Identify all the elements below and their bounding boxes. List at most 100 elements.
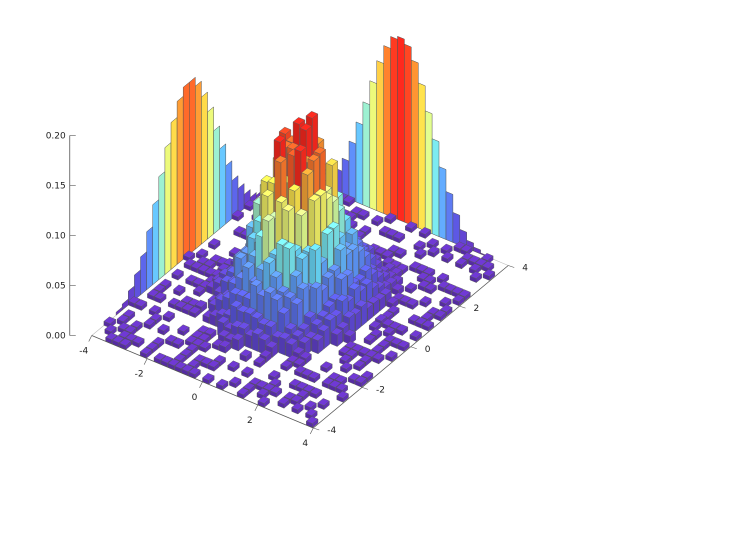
bar-top-face	[302, 384, 316, 393]
bar-top-face	[165, 334, 178, 343]
histogram-bar	[257, 396, 270, 408]
histogram-bars	[103, 111, 496, 429]
bar-top-face	[417, 279, 431, 288]
bar-top-face	[295, 381, 309, 390]
bar-top-face	[250, 311, 264, 320]
bar-top-face	[171, 337, 185, 346]
bar-top-face	[217, 329, 231, 338]
bar-top-face	[278, 126, 292, 135]
bar-top-face	[399, 295, 412, 303]
marginal-x-bar	[170, 116, 178, 271]
histogram-bar	[162, 310, 175, 323]
bar-top-face	[231, 332, 245, 341]
bar-top-face	[143, 317, 156, 326]
histogram-bar	[157, 323, 170, 336]
bar-top-face	[313, 146, 326, 155]
histogram-bar	[404, 221, 418, 234]
bar-top-face	[455, 257, 468, 266]
marginal-y-bar	[369, 80, 377, 211]
histogram-bar	[239, 349, 252, 363]
bar-top-face	[336, 390, 349, 399]
histogram-bar	[311, 333, 324, 355]
bar-top-face	[347, 372, 361, 381]
axes: -4 -2 0 2 4 -4 -2 0 2 4 0.00 0.05 0.10 0.15 0.20	[46, 132, 529, 450]
marginal-y-bar	[348, 140, 357, 203]
marginal-x-bar	[121, 298, 129, 311]
bar-top-face	[468, 255, 481, 263]
bar-top-face	[117, 322, 130, 330]
x-tick-label: 4	[302, 439, 308, 449]
bar-top-face	[283, 391, 296, 400]
bar-top-face	[174, 361, 187, 370]
histogram-bar	[455, 257, 468, 270]
histogram-bar	[193, 285, 206, 298]
marginal-x-bar	[219, 143, 227, 230]
bar-top-face	[207, 359, 220, 368]
bar-top-face	[231, 209, 244, 218]
bar-top-face	[335, 272, 348, 281]
bar-top-face	[198, 333, 211, 341]
bar-top-face	[355, 299, 368, 308]
marginal-y-bar	[355, 121, 364, 206]
bar-top-face	[147, 288, 160, 297]
x-tick-label: 2	[247, 416, 253, 426]
bar-top-face	[294, 365, 307, 374]
marginal-y-bar	[390, 36, 398, 220]
bar-top-face	[258, 333, 272, 341]
histogram-bar	[340, 361, 353, 374]
bar-top-face	[285, 337, 298, 346]
bar-top-face	[339, 353, 352, 362]
bar-top-face	[385, 350, 398, 358]
histogram-bar	[395, 324, 409, 337]
bar-top-face	[342, 310, 356, 319]
bar-top-face	[413, 240, 426, 248]
bar-top-face	[406, 298, 419, 306]
bar-top-face	[338, 345, 351, 354]
histogram-bar	[202, 372, 215, 385]
histogram-bar	[227, 360, 240, 373]
bar-top-face	[188, 306, 202, 314]
bar-top-face	[424, 282, 437, 291]
bar-top-face	[323, 313, 337, 321]
bar-top-face	[152, 336, 165, 345]
y-tick-label: 0	[425, 345, 431, 355]
bar-front-face	[251, 331, 259, 353]
histogram-bar	[253, 356, 266, 369]
bar-top-face	[193, 354, 206, 362]
bar-top-face	[103, 316, 117, 325]
bar-top-face	[293, 357, 306, 366]
marginal-x-bar	[115, 306, 123, 316]
bar-top-face	[134, 299, 148, 307]
bar-top-face	[171, 268, 184, 277]
bar-top-face	[277, 396, 290, 405]
bar-top-face	[251, 327, 265, 336]
histogram-bar	[171, 268, 184, 281]
bar-top-face	[236, 387, 250, 396]
bar-top-face	[289, 269, 303, 278]
bar-top-face	[358, 346, 371, 355]
bar-top-face	[280, 359, 293, 368]
histogram-bar	[406, 298, 419, 310]
bar-top-face	[148, 304, 162, 313]
bar-top-face	[197, 264, 210, 272]
bar-top-face	[427, 245, 440, 254]
bar-top-face	[304, 330, 318, 339]
histogram-bar	[409, 329, 422, 342]
bar-top-face	[276, 238, 289, 246]
bar-top-face	[482, 269, 496, 277]
histogram-bar	[215, 378, 229, 391]
bar-top-face	[351, 343, 364, 352]
bar-top-face	[423, 274, 437, 283]
bar-top-face	[354, 375, 368, 384]
bar-top-face	[345, 227, 359, 236]
bar-top-face	[409, 261, 422, 269]
marginal-y-bar	[404, 43, 412, 226]
marginal-x-bar	[176, 95, 184, 265]
marginal-x-bar	[189, 76, 196, 255]
bar-top-face	[184, 335, 198, 343]
bar-top-face	[444, 283, 457, 292]
marginal-y-bar	[376, 60, 384, 214]
bar-top-face	[325, 158, 339, 166]
bar-top-face	[277, 306, 291, 315]
